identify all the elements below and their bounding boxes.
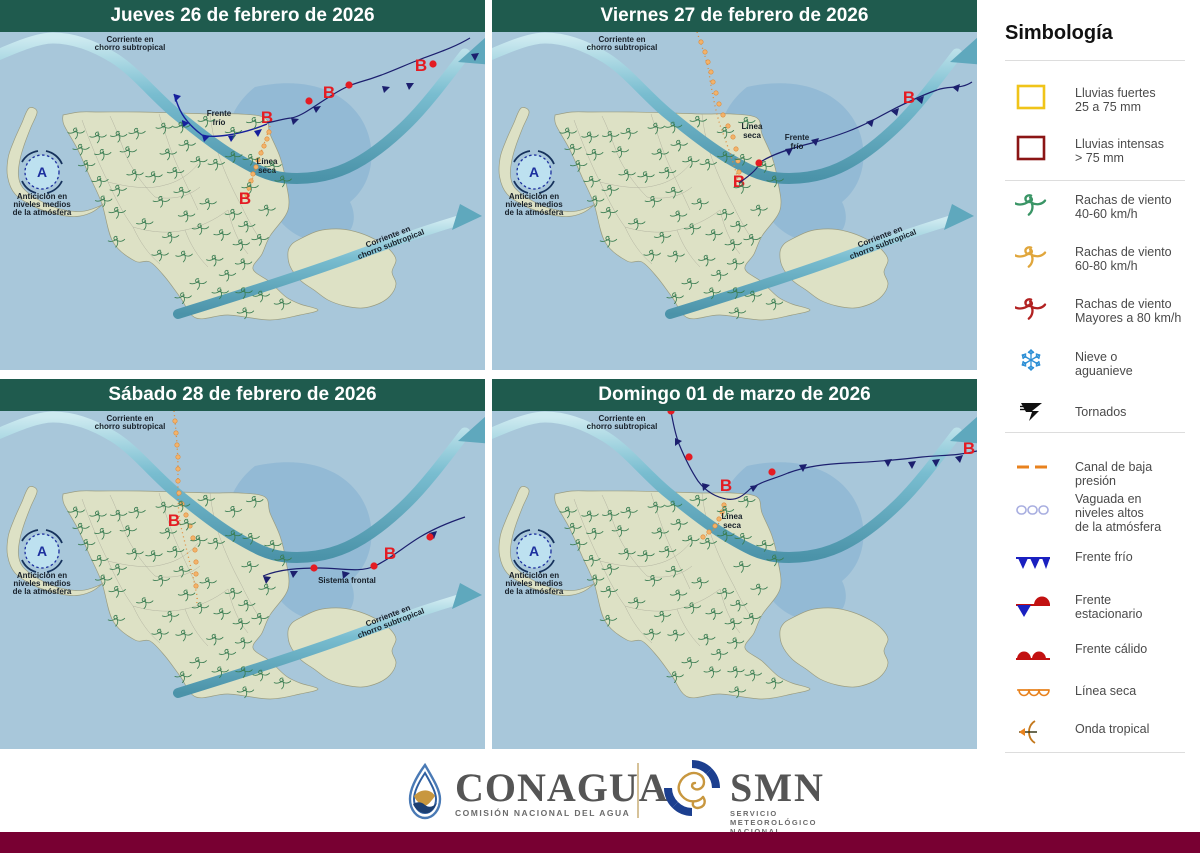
svg-text:frío: frío xyxy=(791,142,804,151)
svg-text:CONAGUA: CONAGUA xyxy=(455,765,669,810)
svg-text:B: B xyxy=(963,439,975,458)
svg-text:SMN: SMN xyxy=(730,765,825,810)
svg-text:B: B xyxy=(903,88,915,107)
svg-text:Frente: Frente xyxy=(785,133,810,142)
svg-text:METEOROLÓGICO: METEOROLÓGICO xyxy=(730,818,817,827)
svg-text:B: B xyxy=(720,476,732,495)
svg-text:B: B xyxy=(239,189,251,208)
svg-text:B: B xyxy=(323,83,335,102)
svg-text:B: B xyxy=(168,511,180,530)
svg-text:seca: seca xyxy=(723,521,741,530)
svg-text:seca: seca xyxy=(743,131,761,140)
svg-text:SERVICIO: SERVICIO xyxy=(730,809,778,818)
svg-text:Línea: Línea xyxy=(722,512,743,521)
svg-text:B: B xyxy=(261,108,273,127)
svg-text:Línea: Línea xyxy=(742,122,763,131)
svg-text:COMISIÓN NACIONAL DEL AGUA: COMISIÓN NACIONAL DEL AGUA xyxy=(455,807,630,818)
svg-text:Línea: Línea xyxy=(257,157,278,166)
svg-text:B: B xyxy=(415,56,427,75)
svg-text:Frente: Frente xyxy=(207,109,232,118)
svg-text:Sistema frontal: Sistema frontal xyxy=(318,576,376,585)
svg-text:B: B xyxy=(384,544,396,563)
